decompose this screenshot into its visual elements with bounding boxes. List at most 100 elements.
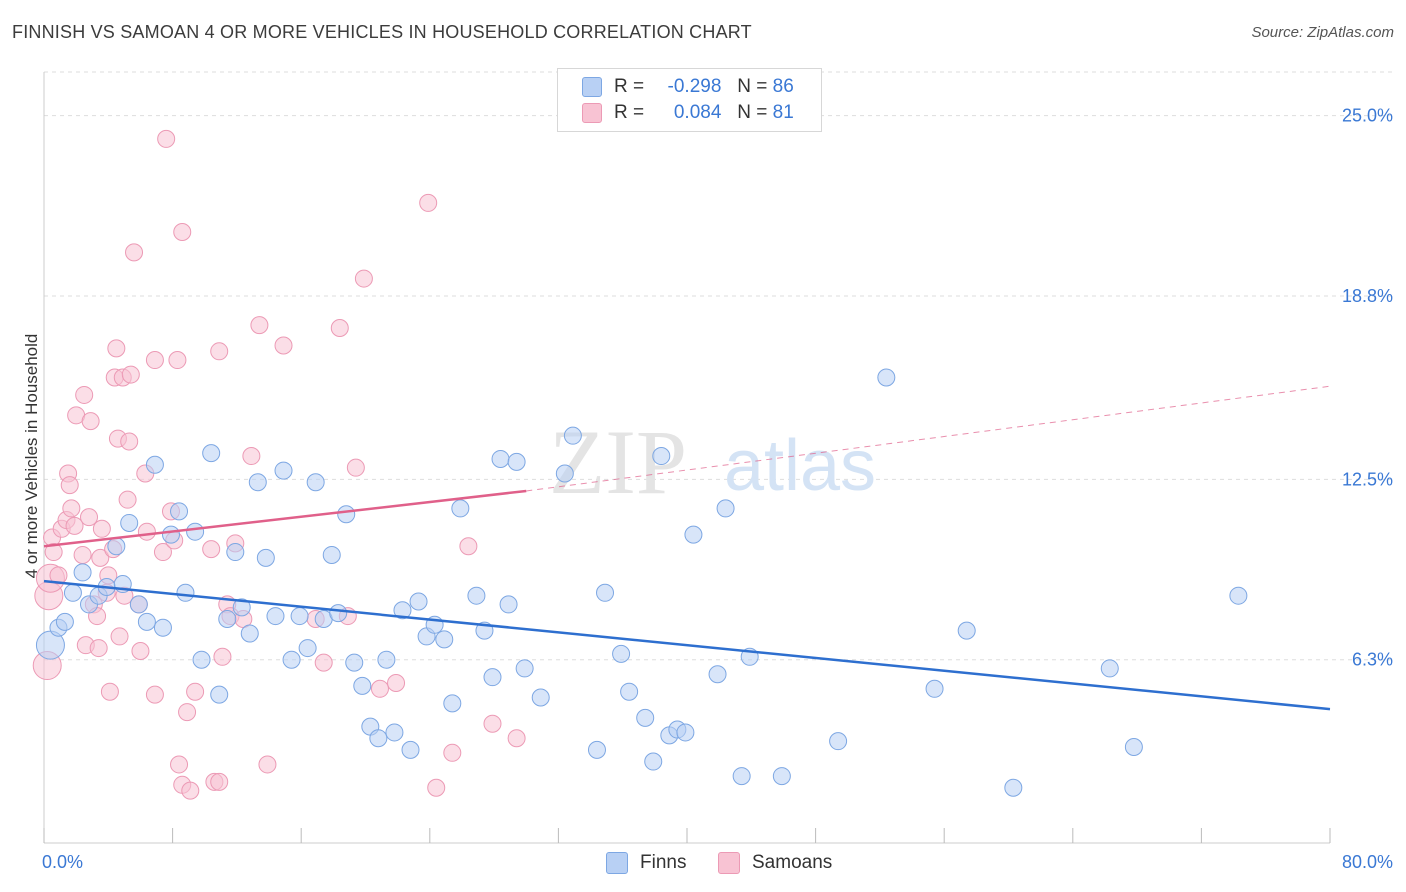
samoans-point xyxy=(354,269,373,288)
finns-point xyxy=(612,644,631,663)
finns-point xyxy=(248,473,267,492)
samoans-point xyxy=(330,319,349,338)
finns-point xyxy=(877,368,896,387)
samoans-point xyxy=(186,682,205,701)
finns-point xyxy=(772,767,791,786)
samoans-point xyxy=(210,772,229,791)
finns-point xyxy=(306,473,325,492)
finns-point xyxy=(563,426,582,445)
finns-point xyxy=(63,583,82,602)
samoans-trendline xyxy=(43,489,527,548)
finns-point xyxy=(555,464,574,483)
trendlines xyxy=(43,385,1331,711)
finns-point xyxy=(337,505,356,524)
y-axis-label: 4 or more Vehicles in Household xyxy=(22,333,41,579)
finns-point xyxy=(596,583,615,602)
x-tick-min: 0.0% xyxy=(42,852,84,872)
grid-lines xyxy=(44,71,1394,661)
axes xyxy=(43,72,1331,844)
finns-point xyxy=(708,665,727,684)
samoans-point xyxy=(107,339,126,358)
samoans-r-label: R = xyxy=(614,102,645,123)
finns-point xyxy=(322,545,341,564)
finns-point xyxy=(329,604,348,623)
samoans-point xyxy=(75,385,94,404)
finns-point xyxy=(451,499,470,518)
finns-point xyxy=(120,513,139,532)
finns-point xyxy=(1229,586,1248,605)
finns-point xyxy=(129,595,148,614)
samoans-point xyxy=(62,499,81,518)
finns-point xyxy=(55,612,74,631)
samoans-point xyxy=(60,476,79,495)
samoans-point xyxy=(507,729,526,748)
finns-point xyxy=(1124,737,1143,756)
y-tick-label: 6.3% xyxy=(1352,650,1393,670)
samoans-point xyxy=(242,447,261,466)
finns-point xyxy=(644,752,663,771)
legend-samoans-swatch xyxy=(718,852,740,874)
samoans-point xyxy=(314,653,333,672)
finns-point xyxy=(210,685,229,704)
finns-swatch xyxy=(582,77,602,97)
samoans-point xyxy=(157,129,176,148)
samoans-point xyxy=(419,193,438,212)
samoans-trendline xyxy=(526,385,1331,492)
watermark-atlas: atlas xyxy=(724,426,876,506)
finns-r-value: -0.298 xyxy=(667,76,722,97)
finns-point xyxy=(369,729,388,748)
samoans-point xyxy=(80,508,99,527)
samoans-point xyxy=(181,781,200,800)
samoans-point xyxy=(173,223,192,242)
samoans-point xyxy=(73,545,92,564)
series-legend: Finns Samoans xyxy=(0,852,1406,878)
samoans-point xyxy=(170,755,189,774)
samoans-point xyxy=(44,543,63,562)
samoans-point xyxy=(168,351,187,370)
samoans-point xyxy=(153,543,172,562)
legend-samoans-label: Samoans xyxy=(752,852,833,873)
samoans-point xyxy=(210,342,229,361)
legend-finns-label: Finns xyxy=(640,852,687,873)
finns-point xyxy=(226,543,245,562)
finns-point xyxy=(161,525,180,544)
finns-point xyxy=(401,740,420,759)
finns-point xyxy=(483,668,502,687)
samoans-point xyxy=(459,537,478,556)
samoans-point xyxy=(120,432,139,451)
finns-point xyxy=(620,682,639,701)
legend-row-samoans: R = 0.084 N = 81 xyxy=(582,101,794,125)
finns-point xyxy=(145,455,164,474)
finns-point xyxy=(186,522,205,541)
legend-row-finns: R = -0.298 N = 86 xyxy=(582,75,794,99)
finns-point xyxy=(137,612,156,631)
samoans-point xyxy=(137,522,156,541)
legend-finns-swatch xyxy=(606,852,628,874)
samoans-point xyxy=(81,412,100,431)
samoans-point xyxy=(145,685,164,704)
y-tick-label: 25.0% xyxy=(1342,106,1393,126)
samoans-point xyxy=(202,540,221,559)
finns-point xyxy=(256,548,275,567)
finns-point xyxy=(499,595,518,614)
finns-point xyxy=(829,732,848,751)
samoans-point xyxy=(145,351,164,370)
finns-points xyxy=(35,368,1248,797)
finns-point xyxy=(652,447,671,466)
samoans-point xyxy=(274,336,293,355)
finns-point xyxy=(170,502,189,521)
samoans-point xyxy=(213,647,232,666)
finns-point xyxy=(531,688,550,707)
finns-point xyxy=(266,607,285,626)
samoans-point xyxy=(250,316,269,335)
samoans-point xyxy=(125,243,144,262)
finns-point xyxy=(957,621,976,640)
y-tick-labels: 6.3% 12.5% 18.8% 25.0% xyxy=(1342,106,1393,670)
finns-r-label: R = xyxy=(614,76,645,97)
samoans-n-value: 81 xyxy=(772,102,794,123)
samoans-n-label: N = xyxy=(737,102,768,123)
samoans-point xyxy=(427,778,446,797)
finns-point xyxy=(925,679,944,698)
finns-point xyxy=(1100,659,1119,678)
